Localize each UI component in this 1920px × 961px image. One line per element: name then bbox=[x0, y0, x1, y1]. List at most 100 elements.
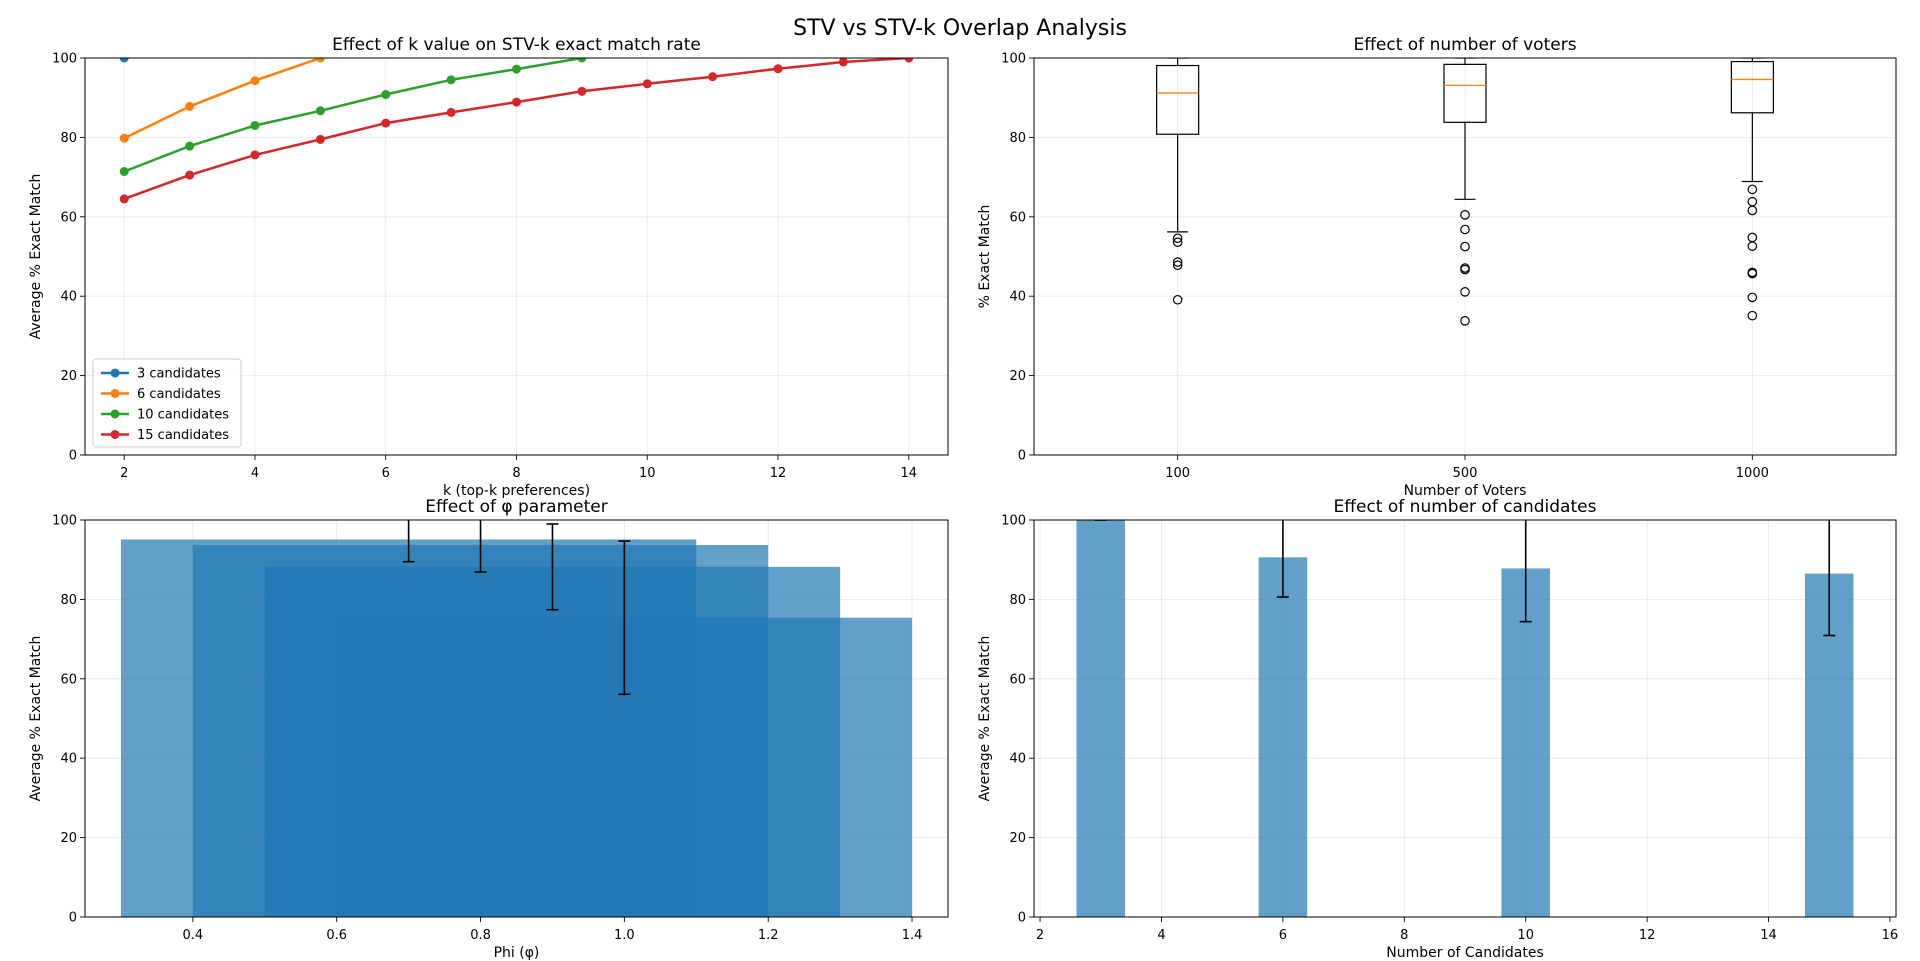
x-axis-label: k (top-k preferences) bbox=[443, 483, 590, 499]
outlier-point bbox=[1172, 294, 1183, 305]
x-tick-label: 500 bbox=[1453, 466, 1478, 481]
panel-title: Effect of number of candidates bbox=[1334, 497, 1597, 517]
data-point bbox=[381, 118, 391, 128]
data-point bbox=[185, 141, 195, 151]
x-tick-label: 8 bbox=[512, 466, 520, 481]
panel-candidates-bar-chart: 0 20 40 60 80 100 2 4 6 8 10 12 14 16 Effect of number… bbox=[977, 497, 1898, 961]
legend-label: 3 candidates bbox=[137, 367, 221, 382]
data-point bbox=[185, 101, 195, 111]
y-axis-label: Average % Exact Match bbox=[977, 636, 993, 802]
data-point bbox=[250, 120, 260, 130]
legend-label: 15 candidates bbox=[137, 428, 229, 443]
axes-frame bbox=[84, 57, 949, 456]
y-tick-label: 0 bbox=[69, 449, 77, 464]
y-tick-label: 40 bbox=[1009, 752, 1026, 767]
outlier-point bbox=[1747, 310, 1758, 321]
legend-marker bbox=[110, 389, 120, 398]
y-tick-label: 60 bbox=[1009, 210, 1026, 225]
x-tick-label: 4 bbox=[251, 466, 259, 481]
y-tick-label: 80 bbox=[1009, 593, 1026, 608]
x-tick-label: 0.8 bbox=[470, 928, 491, 943]
y-axis-label: Average % Exact Match bbox=[28, 174, 44, 340]
y-tick-label: 80 bbox=[60, 593, 77, 608]
box-iqr bbox=[1730, 60, 1774, 114]
series-line bbox=[123, 58, 321, 140]
y-axis-label: Average % Exact Match bbox=[28, 636, 44, 802]
y-tick-label: 0 bbox=[1018, 449, 1026, 464]
x-tick-label: 8 bbox=[1400, 928, 1408, 943]
x-tick-label: 12 bbox=[770, 466, 787, 481]
y-tick-label: 0 bbox=[1018, 911, 1026, 926]
series-layer bbox=[119, 58, 914, 204]
axes-frame bbox=[1033, 519, 1897, 918]
y-tick-label: 60 bbox=[60, 672, 77, 687]
data-point bbox=[708, 72, 718, 82]
boxes-layer bbox=[1156, 58, 1774, 326]
x-tick-label: 1000 bbox=[1736, 466, 1769, 481]
x-axis-label: Number of Voters bbox=[1404, 483, 1527, 499]
x-tick-label: 14 bbox=[900, 466, 917, 481]
figure-suptitle: STV vs STV-k Overlap Analysis bbox=[793, 16, 1127, 41]
panel-title: Effect of number of voters bbox=[1353, 35, 1576, 55]
data-point bbox=[577, 58, 587, 63]
data-point bbox=[119, 58, 129, 63]
outlier-point bbox=[1172, 233, 1183, 244]
bar bbox=[1258, 557, 1308, 917]
y-tick-label: 20 bbox=[1009, 369, 1026, 384]
data-point bbox=[838, 58, 848, 67]
legend-label: 10 candidates bbox=[137, 408, 229, 423]
legend-label: 6 candidates bbox=[137, 387, 221, 402]
legend-marker bbox=[110, 430, 120, 439]
data-point bbox=[773, 64, 783, 74]
data-point bbox=[250, 150, 260, 160]
x-tick-label: 6 bbox=[382, 466, 390, 481]
data-point bbox=[577, 86, 587, 96]
x-tick-label: 0.4 bbox=[183, 928, 204, 943]
data-point bbox=[904, 58, 914, 63]
outlier-point bbox=[1172, 237, 1183, 248]
x-tick-label: 10 bbox=[1517, 928, 1534, 943]
x-axis-label: Number of Candidates bbox=[1386, 945, 1544, 961]
data-point bbox=[315, 134, 325, 144]
x-tick-label: 6 bbox=[1279, 928, 1287, 943]
bars-layer bbox=[120, 520, 913, 917]
x-tick-label: 2 bbox=[120, 466, 128, 481]
y-tick-label: 80 bbox=[1009, 131, 1026, 146]
data-point bbox=[119, 167, 129, 177]
bar bbox=[1501, 568, 1550, 917]
y-tick-label: 100 bbox=[1001, 514, 1026, 529]
data-point bbox=[446, 107, 456, 117]
x-tick-label: 100 bbox=[1165, 466, 1190, 481]
y-tick-label: 20 bbox=[60, 369, 77, 384]
y-tick-label: 20 bbox=[1009, 831, 1026, 846]
legend-marker bbox=[110, 409, 120, 419]
data-point bbox=[512, 97, 521, 107]
outlier-point bbox=[1172, 257, 1183, 267]
outlier-point bbox=[1747, 205, 1758, 216]
x-tick-label: 1.2 bbox=[758, 928, 779, 943]
panel-voters-boxplot: 0 20 40 60 80 100 100 500 1000 Effect of number o… bbox=[977, 35, 1897, 499]
data-point bbox=[315, 106, 325, 116]
panel-title: Effect of k value on STV-k exact match r… bbox=[332, 35, 701, 55]
data-point bbox=[512, 64, 521, 74]
outlier-point bbox=[1460, 264, 1470, 275]
y-tick-label: 40 bbox=[60, 752, 77, 767]
series-line bbox=[123, 58, 583, 173]
x-tick-label: 4 bbox=[1157, 928, 1165, 943]
x-tick-label: 0.6 bbox=[326, 928, 347, 943]
y-tick-label: 40 bbox=[60, 290, 77, 305]
outlier-point bbox=[1747, 184, 1758, 195]
outlier-point bbox=[1747, 268, 1758, 279]
x-tick-label: 1.0 bbox=[614, 928, 635, 943]
outlier-point bbox=[1460, 287, 1470, 297]
data-point bbox=[642, 79, 652, 89]
x-tick-label: 2 bbox=[1036, 928, 1044, 943]
x-tick-label: 1.4 bbox=[902, 928, 923, 943]
data-point bbox=[250, 76, 260, 86]
y-tick-label: 100 bbox=[1001, 52, 1026, 67]
data-point bbox=[315, 58, 325, 63]
outlier-point bbox=[1460, 224, 1470, 235]
legend-box bbox=[92, 358, 242, 448]
y-tick-label: 80 bbox=[60, 131, 77, 146]
